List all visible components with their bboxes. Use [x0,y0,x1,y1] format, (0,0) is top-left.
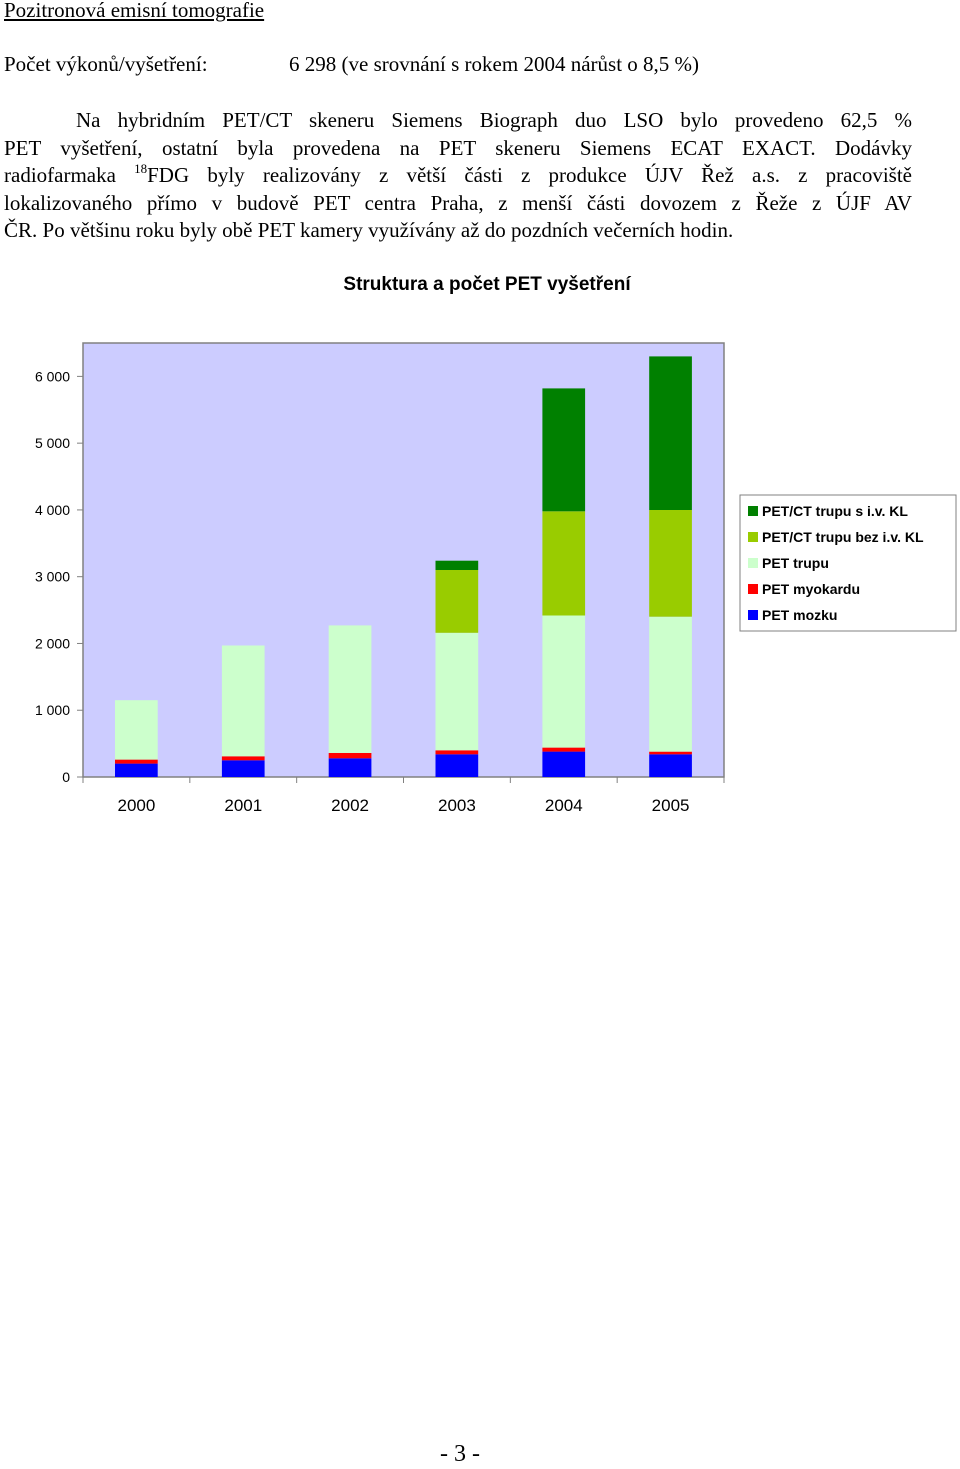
bar-segment-2002-series-1 [328,753,372,759]
exam-count-label: Počet výkonů/vyšetření: [4,52,208,76]
paragraph-line-3-end: FDG byly realizovány z větší části z pro… [147,163,912,187]
bar-segment-2002-series-0 [328,758,372,777]
legend-label: PET trupu [762,555,829,571]
chart-title: Struktura a počet PET vyšetření [343,274,631,295]
description-paragraph: Na hybridním PET/CT skeneru Siemens Biog… [4,107,912,245]
paragraph-line-2: PET vyšetření, ostatní byla provedena na… [4,135,912,160]
paragraph-line-4: lokalizovaného přímo v budově PET centra… [4,190,912,215]
paragraph-line-1: Na hybridním PET/CT skeneru Siemens Biog… [76,108,912,132]
bar-segment-2000-series-2 [115,700,158,760]
bar-segment-2005-series-4 [649,356,692,510]
x-tick-label-2003: 2003 [438,796,476,815]
bar-segment-2003-series-3 [435,570,479,633]
isotope-superscript: 18 [134,161,148,176]
legend-box [739,494,957,632]
paragraph-line-3-start: radiofarmaka [4,163,135,187]
y-tick-label: 6 000 [35,368,70,384]
axes-group: 2000 2001 2002 2003 2004 2005 0 1 000 2 000 3 000… [35,368,725,815]
y-tick-label: 4 000 [35,502,70,518]
x-tick-label-2004: 2004 [545,796,583,815]
bar-segment-2004-series-1 [542,747,586,752]
stacked-bar-chart: Struktura a počet PET vyšetření 2000 2001… [35,274,957,815]
legend-label: PET/CT trupu bez i.v. KL [762,529,924,545]
x-tick-label-2000: 2000 [117,796,155,815]
page-number: - 3 - [440,1441,480,1467]
legend-swatch [748,532,758,542]
legend-label: PET myokardu [762,581,860,597]
bar-segment-2004-series-4 [542,388,586,512]
x-tick-label-2002: 2002 [331,796,369,815]
bar-segment-2005-series-0 [649,754,692,777]
x-tick-label-2001: 2001 [224,796,262,815]
bar-segment-2005-series-3 [649,509,692,617]
y-tick-label: 3 000 [35,569,70,585]
bar-segment-2004-series-0 [542,751,586,777]
bar-segment-2000-series-0 [115,763,158,777]
bar-segment-2001-series-0 [221,760,265,777]
bars-group [115,356,692,777]
bar-segment-2004-series-2 [542,615,586,748]
legend-label: PET mozku [762,607,837,623]
paragraph-line-3: radiofarmaka 18FDG byly realizovány z vě… [4,162,912,190]
y-tick-label: 1 000 [35,702,70,718]
bar-segment-2000-series-1 [115,759,158,764]
bar-segment-2005-series-2 [649,616,692,752]
bar-segment-2003-series-1 [435,750,479,755]
paragraph-line-5: ČR. Po většinu roku byly obě PET kamery … [4,218,734,242]
exam-count-value: 6 298 (ve srovnání s rokem 2004 nárůst o… [289,52,700,76]
bar-segment-2003-series-2 [435,632,479,751]
legend-swatch [748,584,758,594]
chart-legend: PET/CT trupu s i.v. KL PET/CT trupu bez i… [739,494,957,632]
bar-segment-2002-series-2 [328,625,372,753]
y-tick-label: 5 000 [35,435,70,451]
bar-segment-2003-series-4 [435,560,479,570]
bar-segment-2004-series-3 [542,511,586,616]
y-tick-label: 2 000 [35,635,70,651]
y-tick-label: 0 [62,769,70,785]
bar-segment-2001-series-2 [221,645,265,757]
bar-segment-2001-series-1 [221,756,265,761]
section-heading: Pozitronová emisní tomografie [4,0,265,22]
legend-label: PET/CT trupu s i.v. KL [762,503,908,519]
bar-segment-2003-series-0 [435,754,479,777]
bar-segment-2005-series-1 [649,751,692,755]
x-tick-label-2005: 2005 [652,796,690,815]
legend-swatch [748,506,758,516]
legend-swatch [748,610,758,620]
legend-swatch [748,558,758,568]
plot-area [82,342,725,778]
